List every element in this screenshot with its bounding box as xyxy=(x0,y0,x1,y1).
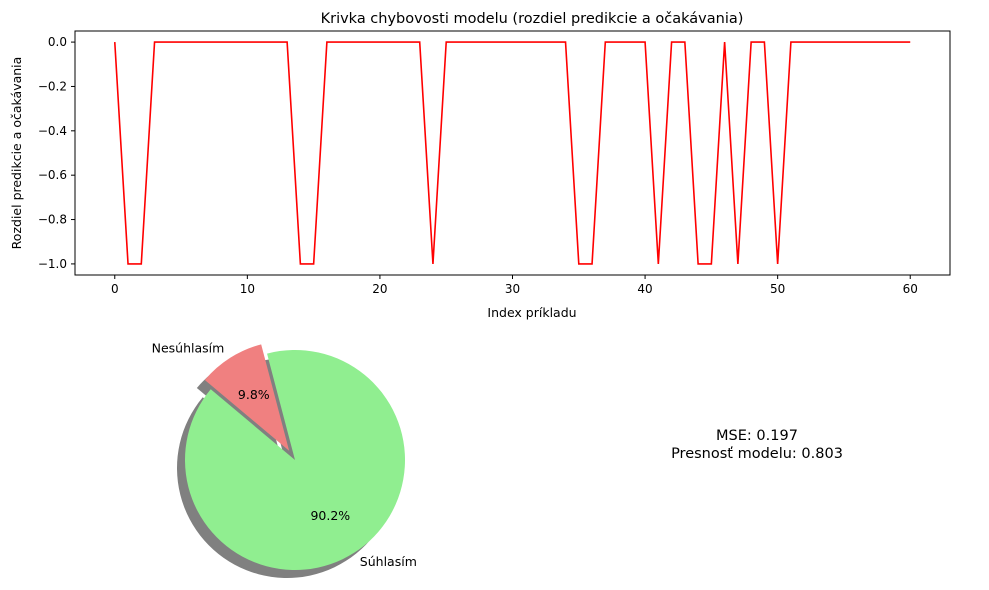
mse-text: MSE: 0.197 xyxy=(716,428,798,444)
pct-label-nesuhlasim: 9.8% xyxy=(238,387,270,402)
error-line-chart: Krivka chybovosti modelu (rozdiel predik… xyxy=(9,11,951,320)
line-chart-ticks: 0 10 20 30 40 50 60 0.0 −0.2 −0.4 −0.6 −0.8 −1.0 xyxy=(38,35,918,296)
line-chart-xlabel: Index príkladu xyxy=(487,305,576,320)
pct-label-suhlasim: 90.2% xyxy=(310,508,350,523)
x-tick-label: 20 xyxy=(372,282,387,296)
line-chart-frame xyxy=(74,30,951,276)
x-tick-label: 10 xyxy=(240,282,255,296)
y-tick-label: 0.0 xyxy=(48,35,67,49)
agreement-pie-chart: Súhlasím 90.2% Nesúhlasím 9.8% xyxy=(152,341,417,578)
y-tick-label: −0.2 xyxy=(38,79,67,93)
x-tick-label: 0 xyxy=(111,282,119,296)
category-label-nesuhlasim: Nesúhlasím xyxy=(152,341,225,356)
metrics-panel: MSE: 0.197 Presnosť modelu: 0.803 xyxy=(671,428,843,462)
error-series-line xyxy=(113,41,911,265)
line-chart-title: Krivka chybovosti modelu (rozdiel predik… xyxy=(321,11,744,27)
pie-slices xyxy=(185,344,406,570)
x-tick-label: 30 xyxy=(505,282,520,296)
slice-suhlasim xyxy=(185,349,406,570)
line-chart-ylabel: Rozdiel predikcie a očakávania xyxy=(9,57,24,250)
y-tick-label: −0.4 xyxy=(38,124,67,138)
x-tick-label: 60 xyxy=(903,282,918,296)
y-tick-label: −0.6 xyxy=(38,168,67,182)
y-tick-label: −1.0 xyxy=(38,257,67,271)
accuracy-text: Presnosť modelu: 0.803 xyxy=(671,446,843,462)
category-label-suhlasim: Súhlasím xyxy=(360,554,417,569)
y-tick-label: −0.8 xyxy=(38,213,67,227)
slice-nesuhlasim xyxy=(204,344,290,451)
pie-labels: Súhlasím 90.2% Nesúhlasím 9.8% xyxy=(152,341,417,570)
x-tick-label: 50 xyxy=(770,282,785,296)
x-tick-label: 40 xyxy=(637,282,652,296)
